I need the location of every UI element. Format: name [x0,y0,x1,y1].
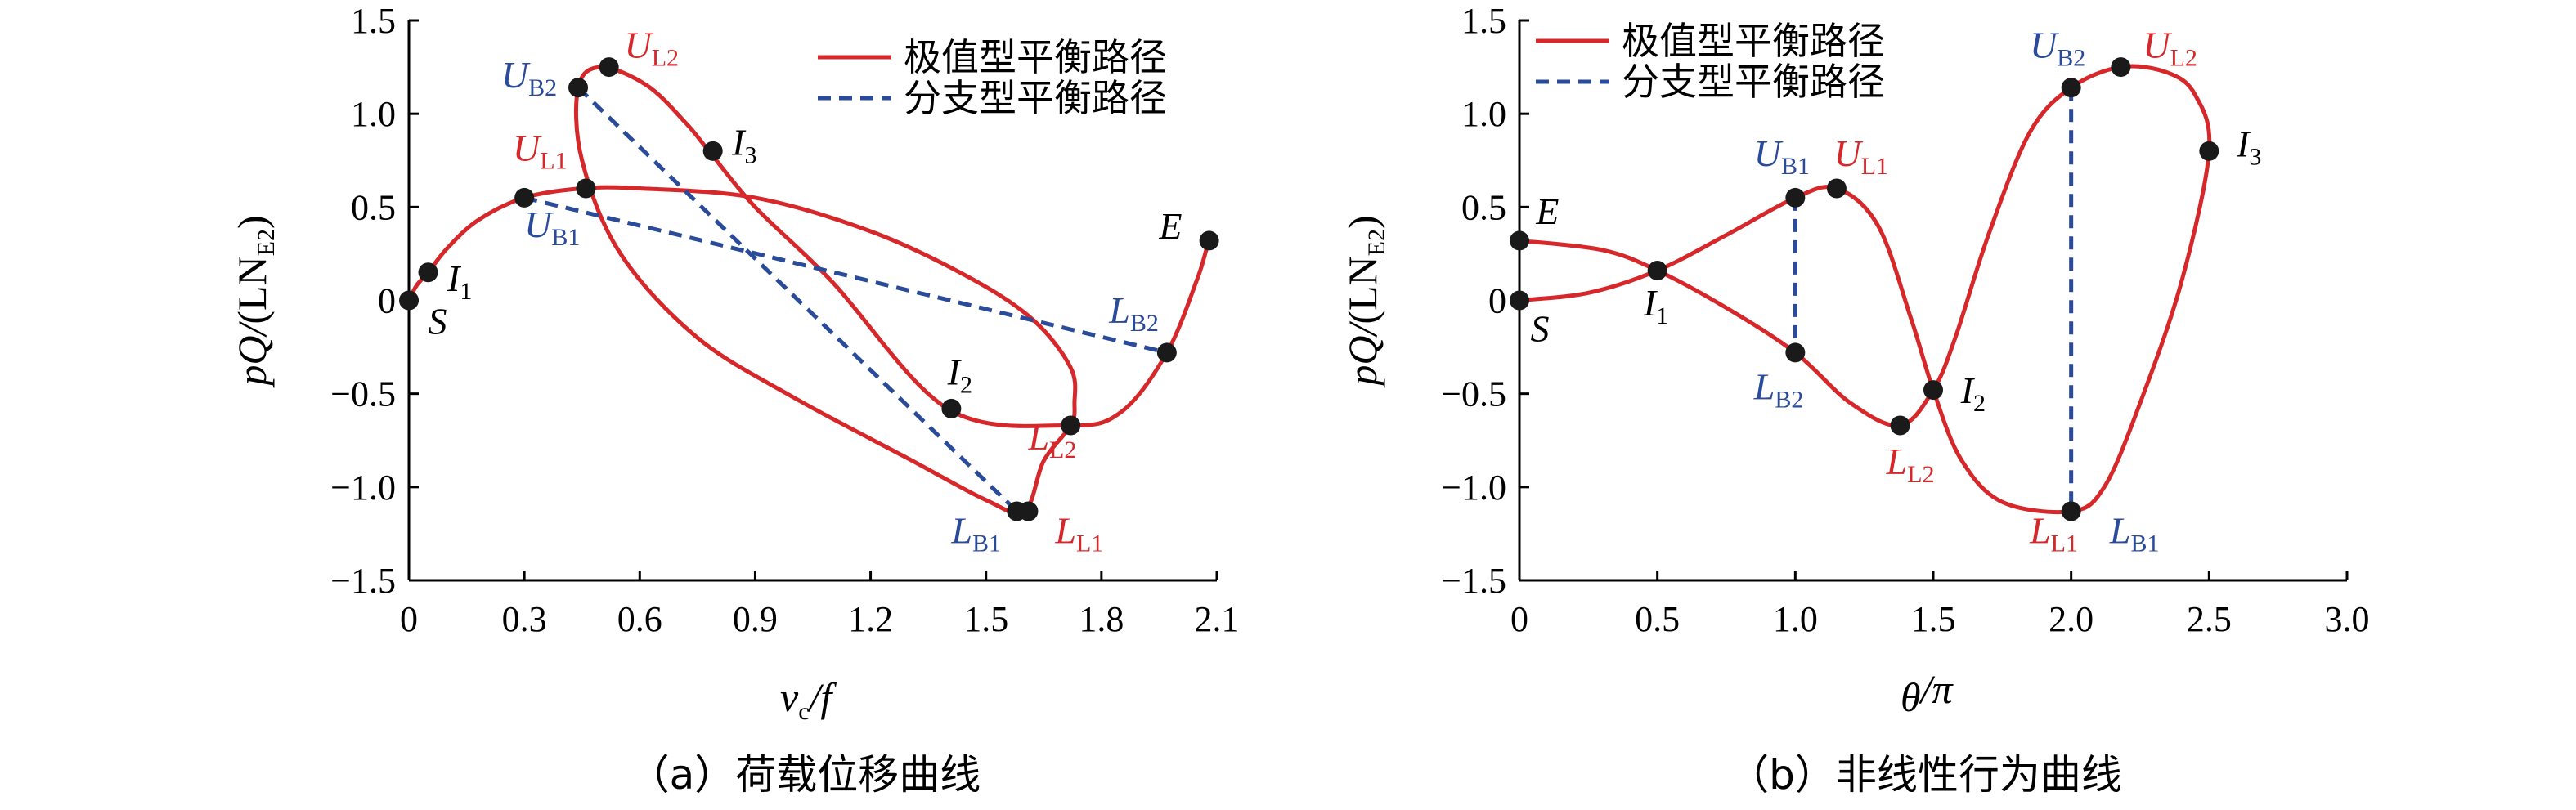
x-tick-label: 0.3 [502,599,547,639]
x-tick-label: 1.0 [1773,599,1818,639]
equilibrium-point-marker [1018,501,1039,521]
point-label: S [429,301,447,342]
x-tick-label: 1.5 [1911,599,1956,639]
point-label: I2 [947,351,972,398]
point-label: UL1 [513,127,568,174]
equilibrium-point-marker [941,398,962,418]
equilibrium-point-marker [1923,380,1943,401]
x-tick-label: 2.0 [2049,599,2094,639]
point-label: UB1 [524,204,580,251]
point-label: S [1530,308,1549,350]
equilibrium-point-marker [1510,290,1529,311]
chart-b-marks: 0 0.5 1.0 1.5 2.0 2.5 3.0 1.5 1.0 0.5 0 −0.5 −1.0 −1.… [1441,1,2369,639]
equilibrium-point-marker [576,178,596,199]
y-tick-label: 0.5 [351,187,396,227]
point-label: LB2 [1108,289,1159,337]
y-tick-label: 1.0 [1461,94,1506,134]
x-tick-label: 0 [400,599,418,639]
y-tick-label: 1.5 [1461,1,1506,41]
y-tick-label: 0 [1488,281,1506,321]
equilibrium-point-marker [1647,260,1667,280]
y-tick-label: 0 [378,281,396,321]
chart-a-caption: （a）荷载位移曲线 [629,751,981,799]
equilibrium-point-marker [2061,501,2081,521]
legend-bifurcation-label: 分支型平衡路径 [1622,60,1885,104]
extremum-path-line [1519,64,2212,515]
equilibrium-point-marker [1785,342,1806,363]
bifurcation-path-line [577,86,1019,513]
point-label: UL2 [2143,25,2197,72]
equilibrium-point-marker [1826,178,1847,199]
x-tick-label: 2.5 [2187,599,2232,639]
equilibrium-point-marker [2199,141,2219,161]
x-tick-label: 1.2 [848,599,893,639]
point-label: UL1 [1834,132,1889,180]
point-label: UB1 [1754,132,1810,180]
x-tick-label: 0 [1510,599,1528,639]
x-tick-label: 0.5 [1635,599,1680,639]
equilibrium-point-marker [514,187,535,208]
legend-bifurcation-label: 分支型平衡路径 [904,76,1167,120]
equilibrium-point-marker [568,78,589,98]
point-label: I2 [1960,369,1986,417]
legend-extremum-label: 极值型平衡路径 [904,35,1167,79]
legend-extremum-label: 极值型平衡路径 [1622,19,1885,63]
y-tick-label: 0.5 [1461,187,1506,227]
point-label: LB1 [950,509,1001,557]
point-label: UL2 [624,25,679,72]
equilibrium-point-marker [2111,57,2131,78]
chart-a-y-axis-label: pQ/(LNE2) [229,215,280,387]
chart-load-displacement: 0 0.3 0.6 0.9 1.2 1.5 1.8 2.1 1.5 1.0 0.5 0 −0.5 −1.0… [229,1,1240,799]
point-label: I3 [2236,123,2261,171]
x-tick-label: 1.5 [963,599,1008,639]
x-tick-label: 0.9 [733,599,778,639]
point-label: I3 [731,121,756,168]
y-tick-label: −1.0 [1441,468,1506,508]
y-tick-label: 1.5 [351,1,396,41]
equilibrium-point-marker [399,290,419,311]
point-label: E [1535,190,1559,232]
chart-a-legend: 极值型平衡路径 分支型平衡路径 [818,35,1167,120]
equilibrium-point-marker [599,57,619,78]
equilibrium-point-marker [1510,230,1529,251]
x-tick-label: 0.6 [617,599,662,639]
y-tick-label: −0.5 [330,374,396,414]
x-tick-label: 1.8 [1079,599,1124,639]
chart-nonlinear-behavior: 0 0.5 1.0 1.5 2.0 2.5 3.0 1.5 1.0 0.5 0 −0.5 −1.0 −1.… [1340,1,2370,799]
x-tick-label: 3.0 [2325,599,2370,639]
point-label: LL2 [1886,441,1935,488]
y-tick-label: −0.5 [1441,374,1506,414]
equilibrium-point-marker [1156,342,1177,363]
y-tick-label: 1.0 [351,94,396,134]
equilibrium-point-marker [1199,230,1219,251]
chart-b-y-axis-label: pQ/(LNE2) [1340,215,1390,387]
point-label: LB1 [2109,509,2160,557]
equilibrium-point-marker [702,141,723,161]
x-tick-label: 2.1 [1195,599,1240,639]
equilibrium-point-marker [2061,78,2081,98]
point-label: LL2 [1027,416,1076,463]
point-label: UB2 [501,54,557,101]
equilibrium-point-marker [418,262,438,283]
chart-a-x-axis-label: vc/f [780,674,837,725]
chart-b-legend: 极值型平衡路径 分支型平衡路径 [1536,19,1885,104]
equilibrium-point-marker [1061,415,1081,436]
chart-a-marks: 0 0.3 0.6 0.9 1.2 1.5 1.8 2.1 1.5 1.0 0.5 0 −0.5 −1.0… [330,1,1239,639]
point-label: LB2 [1753,366,1804,414]
point-label: E [1158,205,1182,247]
equilibrium-point-marker [1890,415,1910,436]
chart-b-x-axis-label: θ/π [1901,666,1954,720]
point-label: I1 [1643,282,1668,329]
point-label: I1 [447,257,472,305]
point-label: LL1 [2029,509,2078,557]
point-label: LL1 [1054,509,1103,557]
bifurcation-path-line [523,195,1168,355]
y-tick-label: −1.5 [1441,561,1506,601]
y-tick-label: −1.0 [330,468,396,508]
point-label: UB2 [2030,25,2085,72]
equilibrium-point-marker [1785,187,1806,208]
y-tick-label: −1.5 [330,561,396,601]
chart-b-caption: （b）非线性行为曲线 [1728,751,2122,799]
